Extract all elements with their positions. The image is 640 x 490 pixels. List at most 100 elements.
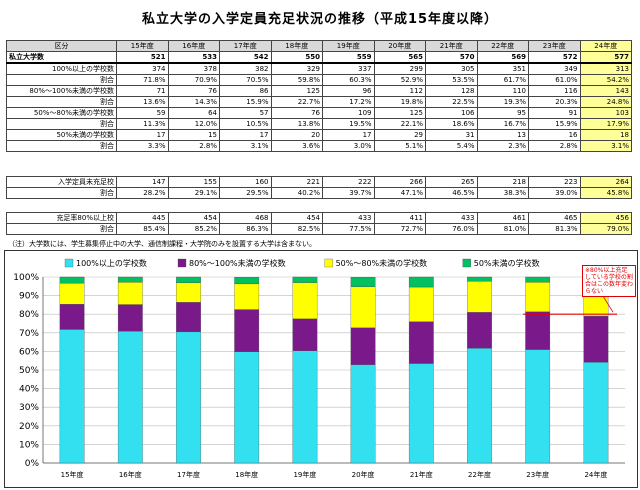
- table-cell: 71.8%: [116, 74, 169, 86]
- table-cell: 16.7%: [476, 118, 529, 130]
- table-cell: 38.3%: [476, 187, 529, 199]
- ratio-row: 割合 11.3% 12.0% 10.5% 13.8% 19.5% 22.1% 18.6% 16.…: [6, 118, 632, 130]
- y-tick-label: 30%: [19, 403, 39, 413]
- table-cell: 264: [579, 176, 632, 188]
- table-cell: 86.3%: [219, 223, 272, 235]
- table-cell: 61.0%: [528, 74, 581, 86]
- year-header: 18年度: [270, 40, 323, 52]
- table-cell: 22.5%: [425, 96, 478, 108]
- bar-segment: [467, 348, 492, 464]
- table-cell: 3.3%: [116, 140, 169, 152]
- table-cell: 54.2%: [579, 74, 632, 86]
- table-cell: 106: [425, 107, 478, 119]
- x-tick-label: 20年度: [352, 470, 375, 479]
- table-cell: 17.9%: [579, 118, 632, 130]
- page-title: 私立大学の入学定員充足状況の推移（平成15年度以降）: [141, 12, 499, 27]
- row-label: 割合: [6, 74, 117, 86]
- x-tick-label: 23年度: [526, 470, 549, 479]
- table-cell: 20.3%: [528, 96, 581, 108]
- table-cell: 72.7%: [373, 223, 426, 235]
- count-row: 50%未満の学校数 17 15 17 20 17 29 31 13 16 18: [6, 129, 632, 141]
- table-cell: 17: [116, 129, 169, 141]
- year-header: 23年度: [528, 40, 581, 52]
- table-cell: 125: [270, 85, 323, 97]
- table-cell: 433: [322, 212, 375, 224]
- table-cell: 57: [219, 107, 272, 119]
- bar-segment: [176, 282, 201, 303]
- x-tick-label: 21年度: [410, 470, 433, 479]
- table-cell: 29.5%: [219, 187, 272, 199]
- table-cell: 28.2%: [116, 187, 169, 199]
- over80-table: 充足率80%以上校 445 454 468 454 433 411 433 461 465 456 割…: [6, 212, 632, 235]
- bar-segment: [59, 276, 85, 284]
- x-tick-label: 15年度: [61, 470, 84, 479]
- table-cell: 12.0%: [167, 118, 220, 130]
- table-cell: 445: [116, 212, 169, 224]
- bar-segment: [117, 276, 143, 283]
- table-cell: 468: [219, 212, 272, 224]
- table-cell: 19.8%: [373, 96, 426, 108]
- table-cell: 77.5%: [322, 223, 375, 235]
- table-cell: 374: [116, 62, 169, 75]
- row-label: 割合: [6, 223, 117, 235]
- x-tick-label: 19年度: [293, 470, 316, 479]
- header-label: 区分: [6, 40, 117, 52]
- y-tick-label: 90%: [19, 292, 39, 302]
- table-cell: 147: [116, 176, 169, 188]
- bar-segment: [234, 277, 260, 285]
- legend-label: 80%～100%未満の学校数: [189, 258, 286, 268]
- table-cell: 542: [219, 51, 272, 64]
- table-cell: 382: [219, 62, 272, 75]
- x-tick-label: 16年度: [119, 470, 142, 479]
- table-cell: 2.3%: [476, 140, 529, 152]
- table-cell: 91: [528, 107, 581, 119]
- table-cell: 71: [116, 85, 169, 97]
- ratio-row: 割合 85.4% 85.2% 86.3% 82.5% 77.5% 72.7% 76.0% 81.…: [6, 223, 632, 235]
- table-cell: 305: [425, 62, 478, 75]
- bar-segment: [234, 351, 260, 464]
- year-header: 22年度: [476, 40, 529, 52]
- table-cell: 112: [373, 85, 426, 97]
- table-cell: 85.4%: [116, 223, 169, 235]
- table-cell: 411: [373, 212, 426, 224]
- table-cell: 103: [579, 107, 632, 119]
- bar-segment: [583, 362, 609, 464]
- table-cell: 378: [167, 62, 220, 75]
- bar-segment: [408, 321, 434, 364]
- table-cell: 59: [116, 107, 169, 119]
- table-cell: 565: [373, 51, 426, 64]
- bar-segment: [350, 286, 376, 328]
- bar-segment: [292, 282, 318, 320]
- table-cell: 550: [270, 51, 323, 64]
- table-cell: 29.1%: [167, 187, 220, 199]
- bar-segment: [117, 330, 143, 464]
- table-cell: 155: [167, 176, 220, 188]
- row-label: 割合: [6, 118, 117, 130]
- table-cell: 13.6%: [116, 96, 169, 108]
- main-stats-table: 区分 15年度 16年度 17年度 18年度 19年度 20年度 21年度 22年度 23年度 24…: [6, 40, 632, 152]
- table-cell: 53.5%: [425, 74, 478, 86]
- table-cell: 47.1%: [373, 187, 426, 199]
- table-cell: 222: [322, 176, 375, 188]
- bar-segment: [350, 364, 376, 464]
- table-cell: 265: [425, 176, 478, 188]
- bar-segment: [176, 276, 201, 283]
- table-cell: 11.3%: [116, 118, 169, 130]
- table-cell: 96: [322, 85, 375, 97]
- bar-segment: [292, 276, 318, 283]
- bar-segment: [467, 312, 492, 349]
- bar-segment: [408, 363, 434, 464]
- x-tick-label: 24年度: [584, 470, 607, 479]
- table-cell: 329: [270, 62, 323, 75]
- bar-segment: [117, 282, 143, 305]
- table-cell: 82.5%: [270, 223, 323, 235]
- table-cell: 465: [528, 212, 581, 224]
- table-cell: 3.6%: [270, 140, 323, 152]
- row-label: 私立大学数: [6, 51, 117, 64]
- table-cell: 125: [373, 107, 426, 119]
- table-cell: 18.6%: [425, 118, 478, 130]
- ratio-row: 割合 71.8% 70.9% 70.5% 59.8% 60.3% 52.9% 53.5% 61.…: [6, 74, 632, 86]
- legend-label: 100%以上の学校数: [76, 258, 147, 268]
- bar-segment: [234, 309, 260, 352]
- year-header: 15年度: [116, 40, 169, 52]
